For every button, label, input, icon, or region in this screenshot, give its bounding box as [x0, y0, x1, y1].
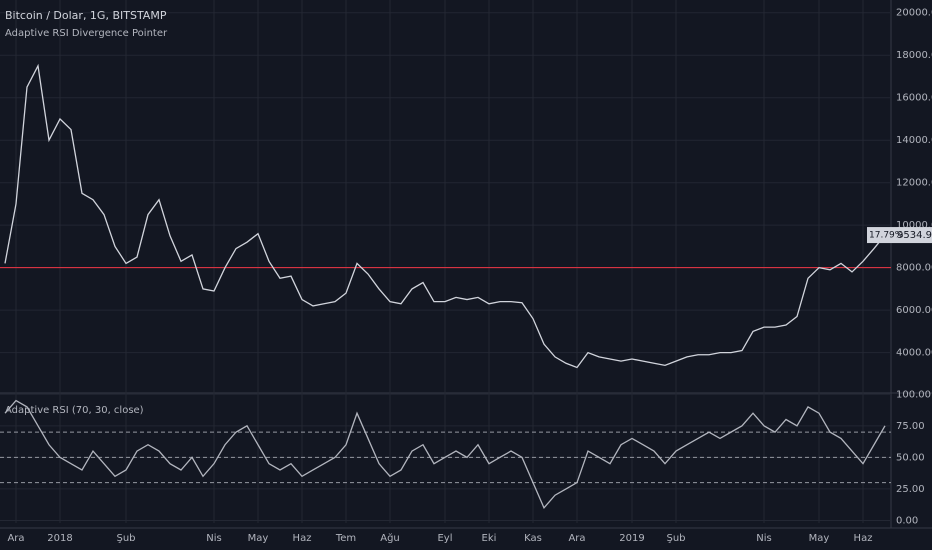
- x-tick-label: Ağu: [380, 532, 400, 544]
- marks: [0, 0, 891, 523]
- x-tick-label: Şub: [116, 533, 135, 544]
- y-tick-label: 75.00: [896, 421, 925, 432]
- y-tick-label: 8000.00: [896, 263, 932, 274]
- y-tick-label: 20000.00: [896, 8, 932, 19]
- x-tick-label: Eki: [482, 533, 497, 544]
- last-price-label: 9534.99: [897, 230, 932, 241]
- x-tick-label: 2019: [619, 533, 644, 544]
- x-tick-label: Nis: [206, 533, 221, 544]
- x-tick-label: Ara: [7, 533, 24, 544]
- x-tick-label: Kas: [524, 533, 542, 544]
- y-tick-label: 14000.00: [896, 135, 932, 146]
- x-tick-label: Tem: [335, 533, 356, 544]
- change-label: 17.79%: [869, 231, 904, 241]
- x-tick-label: Haz: [293, 533, 312, 544]
- x-tick-label: Haz: [854, 533, 873, 544]
- y-tick-label: 25.00: [896, 484, 925, 495]
- x-tick-label: Eyl: [437, 533, 452, 544]
- y-tick-label: 100.00: [896, 389, 931, 400]
- x-tick-label: 2018: [47, 533, 72, 544]
- indicator-name: Adaptive RSI Divergence Pointer: [5, 28, 168, 39]
- rsi-title: Adaptive RSI (70, 30, close): [5, 405, 144, 416]
- y-tick-label: 6000.00: [896, 305, 932, 316]
- y-tick-label: 16000.00: [896, 93, 932, 104]
- x-tick-label: May: [809, 533, 830, 544]
- series-line: [4, 63, 886, 369]
- x-tick-label: Nis: [756, 533, 771, 544]
- x-tick-label: May: [248, 533, 269, 544]
- chart-title: Bitcoin / Dolar, 1G, BITSTAMP: [5, 9, 167, 22]
- y-tick-label: 4000.00: [896, 348, 932, 359]
- y-tick-label: 50.00: [896, 452, 925, 463]
- series-line: [4, 399, 886, 510]
- x-tick-label: Ara: [568, 533, 585, 544]
- x-tick-label: Şub: [666, 533, 685, 544]
- last-price-box: [867, 227, 932, 244]
- y-tick-label: 12000.00: [896, 178, 932, 189]
- y-tick-label: 18000.00: [896, 50, 932, 61]
- y-tick-label: 0.00: [896, 515, 918, 526]
- y-tick-label: 10000.00: [896, 220, 932, 231]
